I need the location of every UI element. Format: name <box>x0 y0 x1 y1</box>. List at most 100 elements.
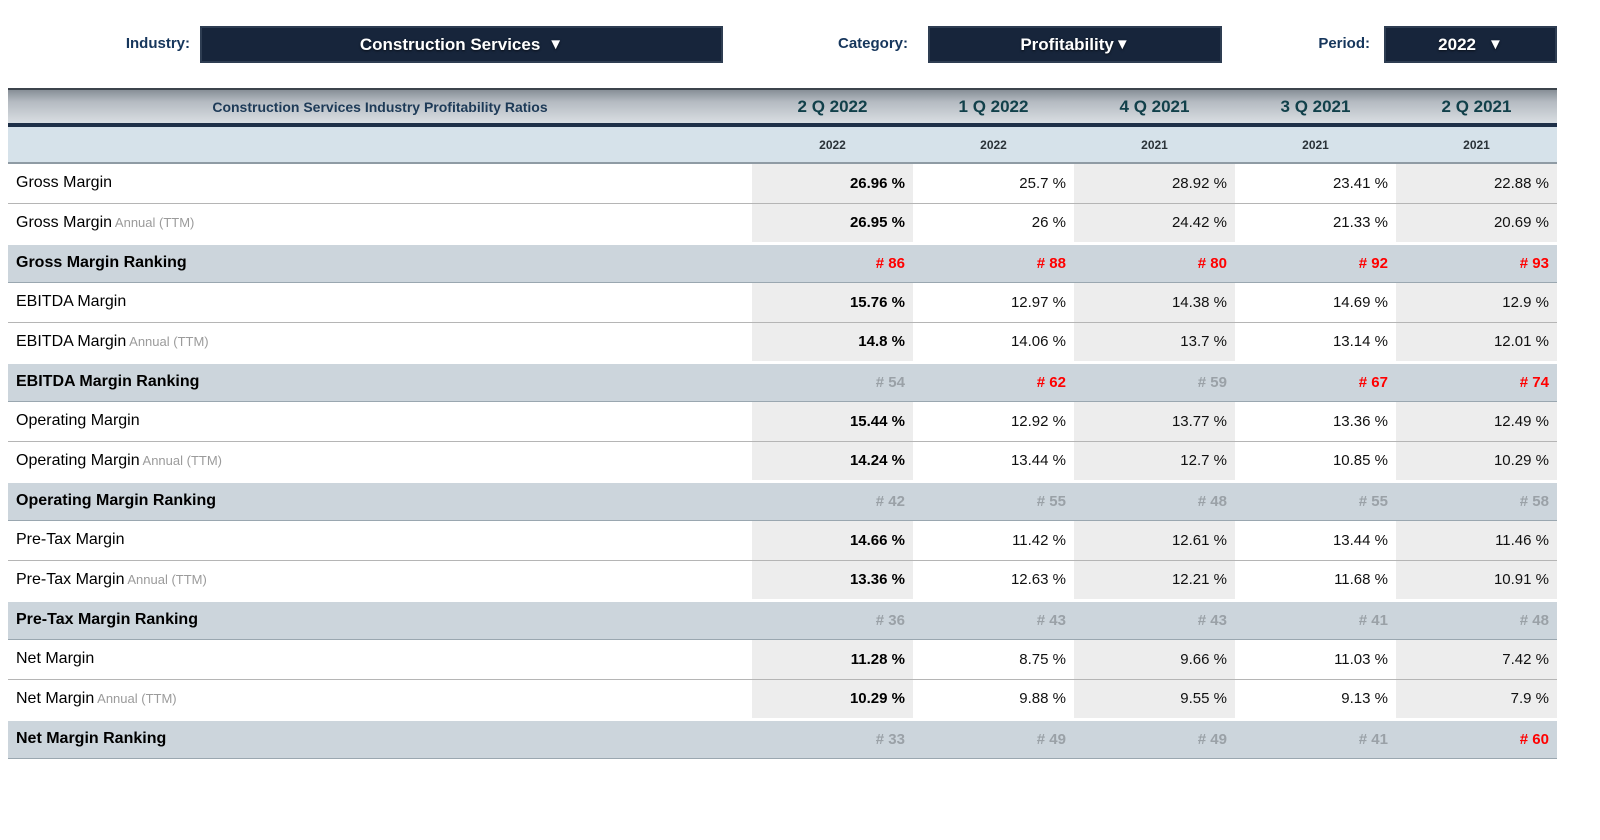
column-header-q1: 2 Q 2022 <box>752 88 913 127</box>
metric-name: Operating Margin <box>16 451 140 469</box>
category-dropdown-value: Profitability <box>1020 34 1114 54</box>
table-body: Gross Margin 26.96 % 25.7 % 28.92 % 23.41 % 2… <box>8 163 1557 759</box>
ratio-value: 11.68 % <box>1235 560 1396 601</box>
metric-sublabel: Annual (TTM) <box>139 452 222 468</box>
metric-name: EBITDA Margin <box>16 293 127 310</box>
ratio-value: 11.28 % <box>752 639 913 680</box>
ratio-value: 23.41 % <box>1235 163 1396 204</box>
ratio-value: 12.01 % <box>1396 322 1557 363</box>
ratio-value: 10.91 % <box>1396 560 1557 601</box>
ratio-value: 12.92 % <box>913 401 1074 442</box>
metric-sublabel: Annual (TTM) <box>112 214 195 230</box>
row-label: EBITDA Margin Ranking <box>8 360 752 402</box>
metric-name: Pre-Tax Margin <box>16 570 125 588</box>
ratio-value: 13.44 % <box>913 441 1074 482</box>
ratio-value: 14.38 % <box>1074 282 1235 323</box>
ranking-value: # 60 <box>1396 717 1557 759</box>
ratio-value: 11.42 % <box>913 520 1074 561</box>
table-subheader-row: 2022 2022 2021 2021 2021 <box>8 125 1557 164</box>
row-label: Pre-Tax Margin Annual (TTM) <box>8 560 752 601</box>
ratio-value: 13.36 % <box>1235 401 1396 442</box>
metric-row: EBITDA Margin Annual (TTM) 14.8 % 14.06 % 1… <box>8 322 1557 363</box>
ranking-value: # 48 <box>1396 598 1557 640</box>
ranking-value: # 49 <box>913 717 1074 759</box>
ranking-value: # 62 <box>913 360 1074 402</box>
period-dropdown-value: 2022 <box>1438 34 1476 54</box>
ratio-value: 12.9 % <box>1396 282 1557 323</box>
metric-name: Pre-Tax Margin Ranking <box>16 611 198 628</box>
subheader-year: 2021 <box>1235 125 1396 164</box>
row-label: Pre-Tax Margin Ranking <box>8 598 752 640</box>
row-label: Pre-Tax Margin <box>8 520 752 561</box>
ratio-value: 26 % <box>913 203 1074 244</box>
metric-row: Operating Margin Annual (TTM) 14.24 % 13.4… <box>8 441 1557 482</box>
subheader-year: 2021 <box>1396 125 1557 164</box>
column-header-q4: 3 Q 2021 <box>1235 88 1396 127</box>
ratio-value: 24.42 % <box>1074 203 1235 244</box>
ranking-value: # 41 <box>1235 598 1396 640</box>
ratio-value: 13.36 % <box>752 560 913 601</box>
ratio-value: 28.92 % <box>1074 163 1235 204</box>
ratio-value: 9.13 % <box>1235 679 1396 720</box>
row-label: EBITDA Margin Annual (TTM) <box>8 322 752 363</box>
ranking-value: # 74 <box>1396 360 1557 402</box>
metric-sublabel: Annual (TTM) <box>124 571 207 587</box>
ratio-value: 14.66 % <box>752 520 913 561</box>
table-title: Construction Services Industry Profitabi… <box>8 88 752 127</box>
metric-row: Pre-Tax Margin 14.66 % 11.42 % 12.61 % 13.44… <box>8 520 1557 561</box>
ranking-row: Pre-Tax Margin Ranking # 36 # 43 # 43 # 41 # … <box>8 598 1557 640</box>
ratio-value: 10.85 % <box>1235 441 1396 482</box>
ranking-value: # 48 <box>1074 479 1235 521</box>
subheader-year: 2021 <box>1074 125 1235 164</box>
ranking-value: # 43 <box>1074 598 1235 640</box>
chevron-down-icon: ▼ <box>1487 36 1503 53</box>
metric-name: Net Margin <box>16 689 95 707</box>
ranking-value: # 55 <box>913 479 1074 521</box>
ranking-value: # 80 <box>1074 241 1235 283</box>
metric-row: Gross Margin 26.96 % 25.7 % 28.92 % 23.41 % 2… <box>8 163 1557 204</box>
ratio-value: 22.88 % <box>1396 163 1557 204</box>
metric-row: Net Margin 11.28 % 8.75 % 9.66 % 11.03 % 7.42… <box>8 639 1557 680</box>
ranking-value: # 93 <box>1396 241 1557 283</box>
metric-name: EBITDA Margin <box>16 332 127 350</box>
column-header-q5: 2 Q 2021 <box>1396 88 1557 127</box>
period-label: Period: <box>1318 35 1370 52</box>
subheader-year: 2022 <box>752 125 913 164</box>
ratio-value: 12.97 % <box>913 282 1074 323</box>
ratio-value: 14.06 % <box>913 322 1074 363</box>
chevron-down-icon: ▼ <box>548 36 564 53</box>
ranking-value: # 92 <box>1235 241 1396 283</box>
industry-dropdown-value: Construction Services <box>359 34 541 54</box>
ranking-row: Operating Margin Ranking # 42 # 55 # 48 # 55… <box>8 479 1557 521</box>
ratio-value: 7.9 % <box>1396 679 1557 720</box>
metric-row: Pre-Tax Margin Annual (TTM) 13.36 % 12.63 … <box>8 560 1557 601</box>
subheader-year: 2022 <box>913 125 1074 164</box>
ratio-value: 12.49 % <box>1396 401 1557 442</box>
ranking-value: # 55 <box>1235 479 1396 521</box>
ratio-value: 12.21 % <box>1074 560 1235 601</box>
row-label: Gross Margin Annual (TTM) <box>8 203 752 244</box>
ratio-value: 20.69 % <box>1396 203 1557 244</box>
industry-dropdown[interactable]: Construction Services ▼ <box>200 26 723 63</box>
ratio-value: 12.63 % <box>913 560 1074 601</box>
row-label: Operating Margin <box>8 401 752 442</box>
ratio-value: 14.24 % <box>752 441 913 482</box>
period-dropdown[interactable]: 2022 ▼ <box>1384 26 1557 63</box>
ratio-value: 10.29 % <box>752 679 913 720</box>
ranking-value: # 33 <box>752 717 913 759</box>
ratio-value: 25.7 % <box>913 163 1074 204</box>
metric-row: EBITDA Margin 15.76 % 12.97 % 14.38 % 14.69 … <box>8 282 1557 323</box>
ratio-value: 9.66 % <box>1074 639 1235 680</box>
column-header-q3: 4 Q 2021 <box>1074 88 1235 127</box>
row-label: Net Margin <box>8 639 752 680</box>
ratio-value: 9.88 % <box>913 679 1074 720</box>
metric-name: Gross Margin <box>16 213 113 231</box>
ratio-value: 8.75 % <box>913 639 1074 680</box>
ranking-value: # 86 <box>752 241 913 283</box>
ranking-row: Net Margin Ranking # 33 # 49 # 49 # 41 # 60 <box>8 717 1557 759</box>
metric-name: Operating Margin <box>16 412 140 429</box>
category-dropdown[interactable]: Profitability ▼ <box>928 26 1222 63</box>
ratio-value: 15.76 % <box>752 282 913 323</box>
row-label: EBITDA Margin <box>8 282 752 323</box>
metric-sublabel: Annual (TTM) <box>126 333 209 349</box>
